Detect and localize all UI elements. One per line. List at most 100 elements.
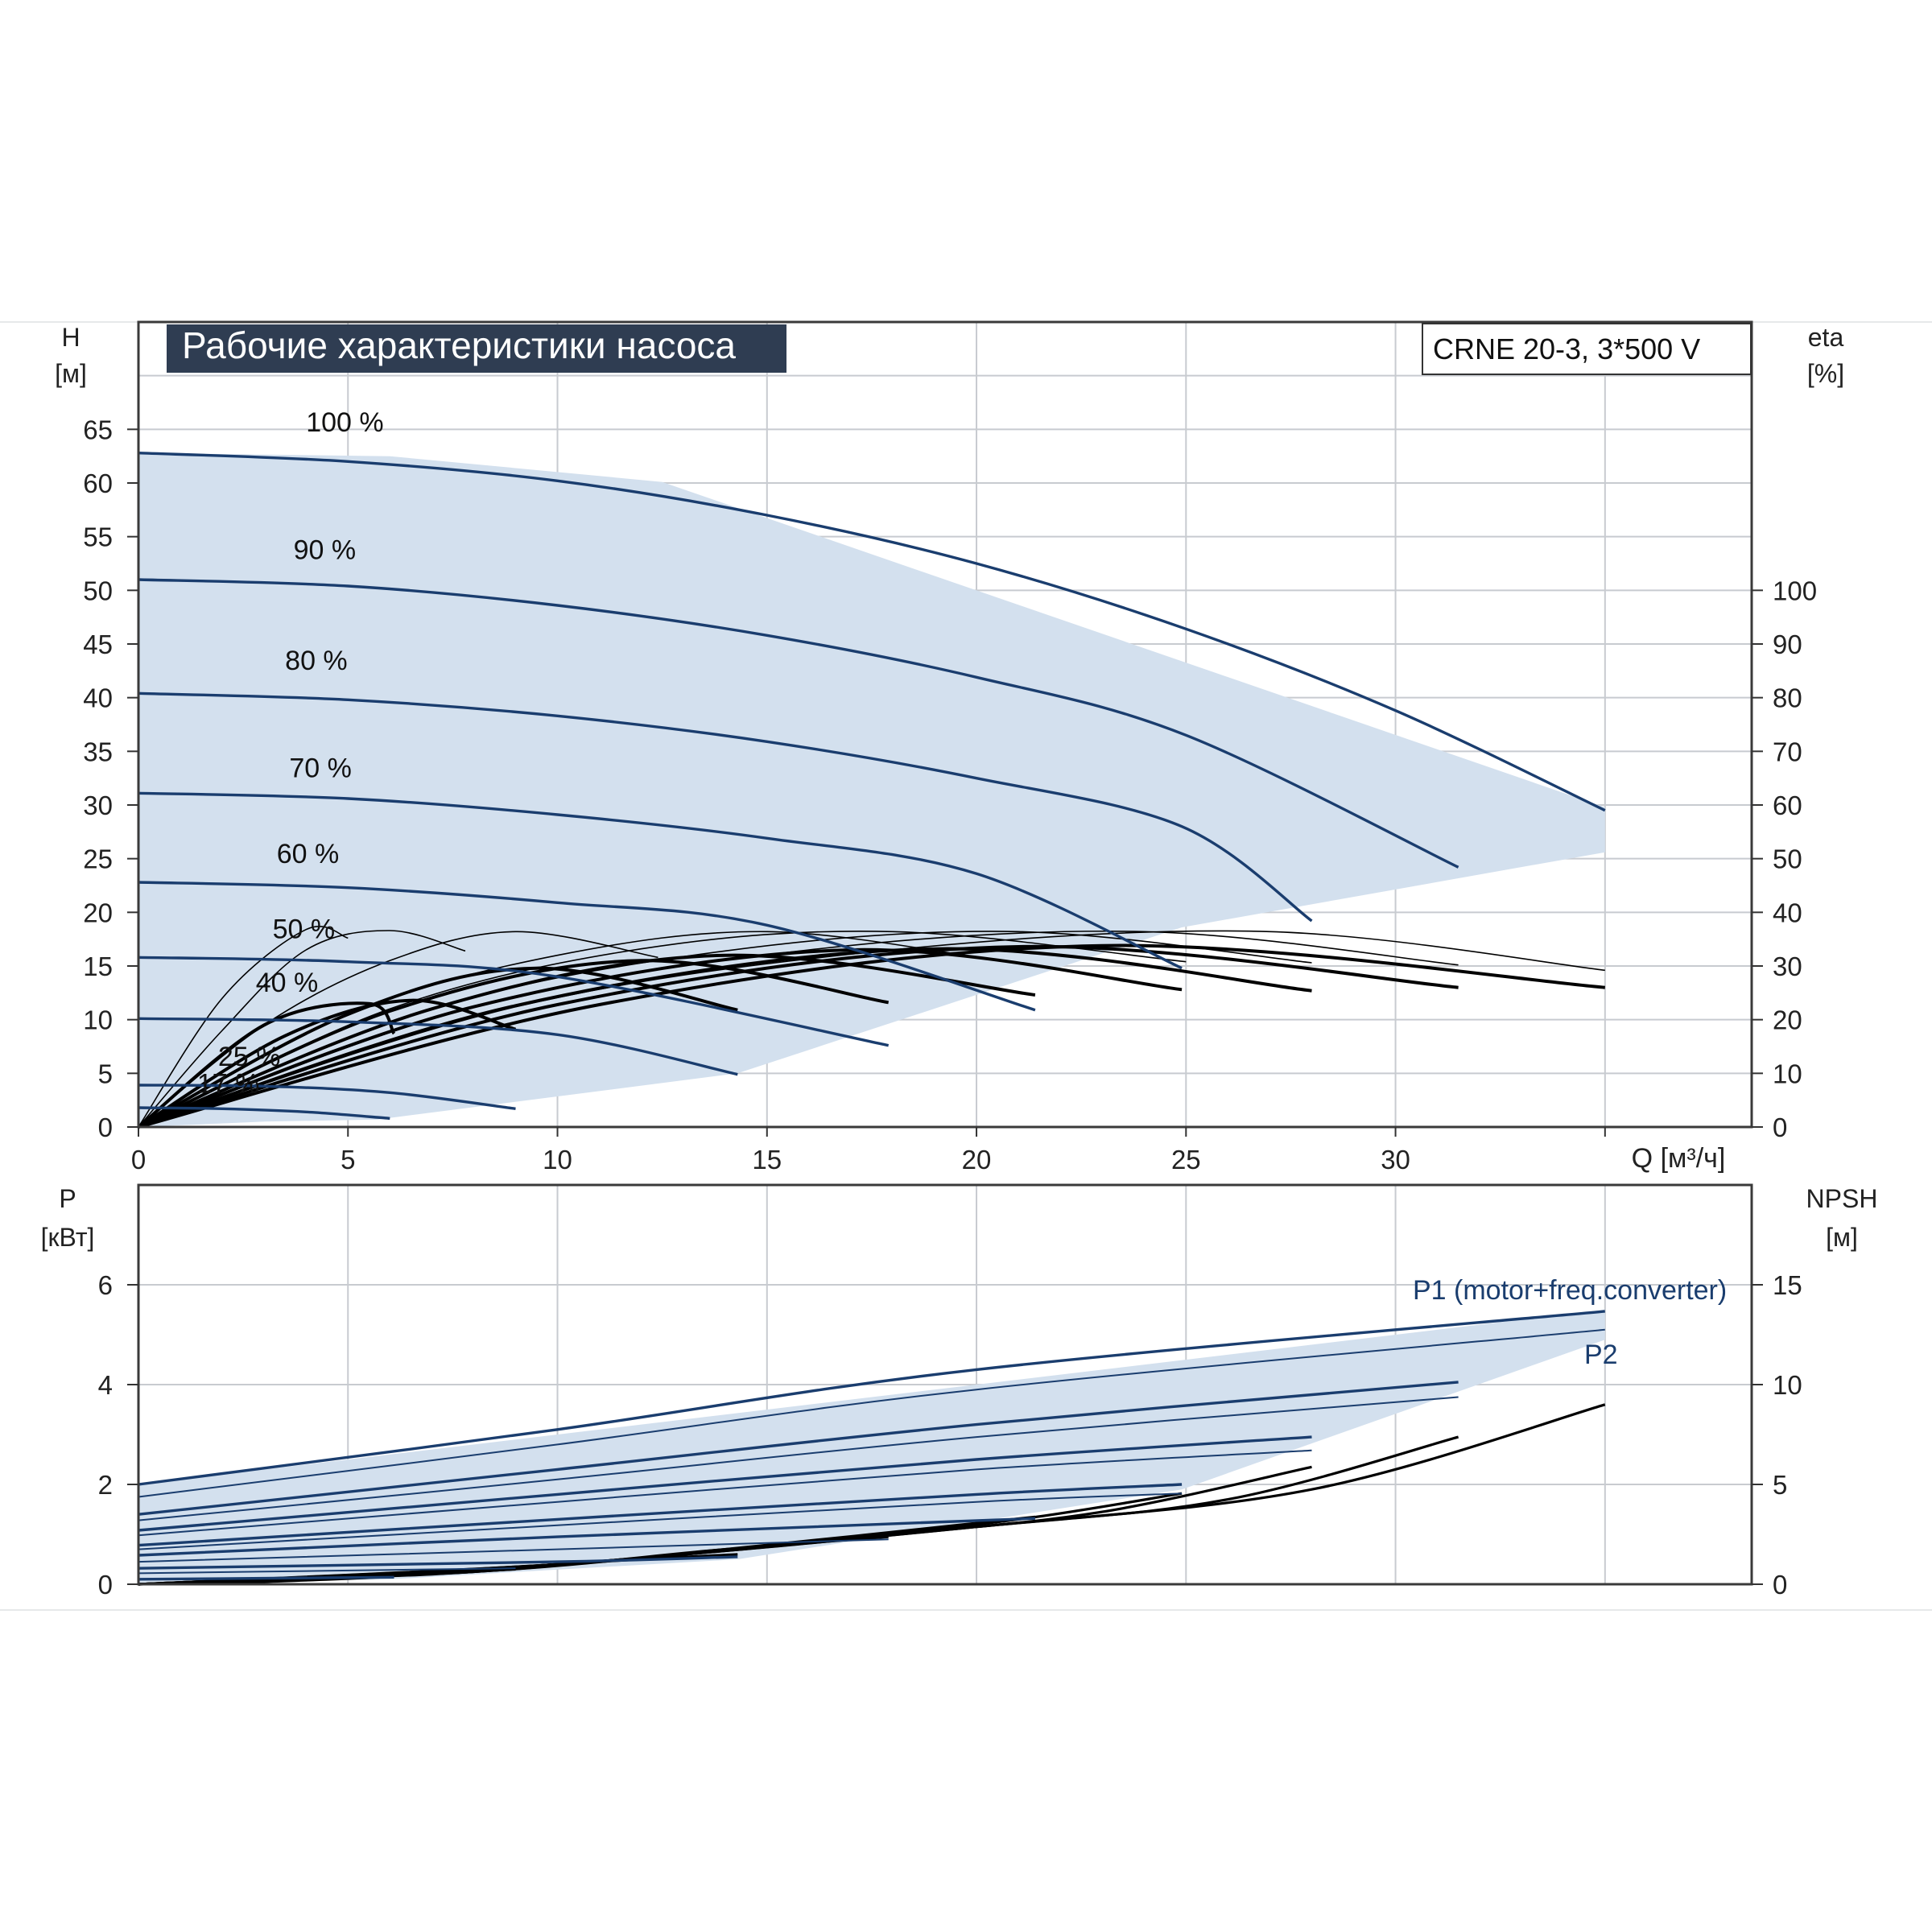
- power-curve: [138, 1381, 1459, 1516]
- y2-tick-label: 50: [1773, 844, 1802, 874]
- y-tick-label: 10: [83, 1005, 113, 1035]
- speed-curve: [138, 1106, 390, 1120]
- speed-curve: [138, 791, 1183, 970]
- power-npsh-chart: 0 2 4 6 0 5 10 15 P [кВт] NPSH [м] P1 (motor+fr…: [41, 1183, 1878, 1600]
- title-box: [167, 324, 786, 373]
- y2-tick-label: 40: [1773, 898, 1802, 927]
- speed-curve: [138, 452, 1606, 812]
- x-tick-label: 15: [752, 1145, 782, 1174]
- speed-curves: 100 % 90 % 80 % 70 % 60 % 50 % 40 % 25 %17 %: [138, 407, 1606, 1120]
- y-tick-label: 40: [83, 683, 113, 713]
- y-tick-label: 15: [83, 952, 113, 981]
- y2-tick-label: 80: [1773, 683, 1802, 713]
- x-axis-label: Q [м³/ч]: [1632, 1143, 1726, 1174]
- power-curve: [138, 1555, 738, 1570]
- speed-curve: [138, 691, 1313, 923]
- efficiency-curve: [138, 947, 1312, 1129]
- efficiency-curve: [138, 943, 1605, 1129]
- y2-tick-label: 20: [1773, 1005, 1802, 1035]
- y-axis-label-symbol: H: [61, 323, 80, 352]
- efficiency-curve: [138, 930, 466, 1128]
- power-curve: [138, 1449, 1312, 1537]
- x-tick-label: 5: [341, 1145, 355, 1174]
- speed-curve-label: 40 %: [256, 968, 319, 998]
- efficiency-curve: [138, 947, 1183, 1129]
- y-axis-label-unit: [м]: [55, 359, 87, 388]
- p-tick-label: 0: [98, 1570, 113, 1600]
- speed-curve: [138, 1084, 516, 1110]
- y2-tick-label: 100: [1773, 576, 1817, 605]
- y2-axis-label-unit: [%]: [1807, 359, 1844, 388]
- power-curve: [138, 1310, 1605, 1486]
- y2-tick-label: 10: [1773, 1059, 1802, 1088]
- npsh-axis-label-symbol: NPSH: [1806, 1184, 1878, 1213]
- speed-curve-label: 25 %: [218, 1042, 281, 1072]
- efficiency-curve: [138, 944, 1459, 1129]
- y2-tick-label: 30: [1773, 952, 1802, 981]
- power-curve: [138, 1328, 1605, 1498]
- power-curve: [138, 1517, 1035, 1557]
- head-range-band: [138, 452, 1605, 1127]
- y-tick-label: 0: [98, 1113, 113, 1142]
- x-tick-label: 10: [543, 1145, 572, 1174]
- top-plot-frame: [137, 320, 1753, 1129]
- npsh-tick-label: 0: [1773, 1570, 1787, 1600]
- chart-title: Рабочие характеристики насоса: [182, 324, 736, 366]
- power-curve: [138, 1538, 889, 1563]
- p-axis-label-unit: [кВт]: [41, 1223, 95, 1252]
- y2-tick-label: 60: [1773, 791, 1802, 820]
- y2-tick-label: 90: [1773, 630, 1802, 659]
- p-tick-label: 2: [98, 1470, 113, 1500]
- npsh-tick-label: 10: [1773, 1370, 1802, 1400]
- power-curve: [138, 1435, 1312, 1532]
- y2-tick-label: 0: [1773, 1113, 1787, 1142]
- y-tick-label: 25: [83, 844, 113, 874]
- power-curve: [138, 1575, 394, 1581]
- efficiency-curves: [137, 926, 1605, 1129]
- speed-curve-label: 17 %: [197, 1068, 260, 1099]
- power-curves: [138, 1310, 1605, 1581]
- speed-curve-label: 70 %: [289, 753, 352, 783]
- x-tick-label: 25: [1171, 1145, 1201, 1174]
- efficiency-curve: [137, 1001, 396, 1129]
- x-tick-label: 0: [131, 1145, 146, 1174]
- y-tick-label: 30: [83, 791, 113, 820]
- x-tick-label: 30: [1381, 1145, 1410, 1174]
- head-efficiency-chart: 100 % 90 % 80 % 70 % 60 % 50 % 40 % 25 %17 % 0 5…: [55, 320, 1844, 1174]
- power-curve: [138, 1483, 1183, 1547]
- y-tick-label: 5: [98, 1059, 113, 1088]
- speed-curve-label: 80 %: [285, 646, 348, 676]
- speed-curve-label: 90 %: [294, 535, 357, 566]
- power-curve: [138, 1492, 1183, 1550]
- speed-curve-label: 60 %: [277, 839, 340, 869]
- speed-curve-label: 50 %: [273, 914, 336, 944]
- speed-curve: [138, 578, 1459, 869]
- y-tick-label: 20: [83, 898, 113, 927]
- p-axis-label-symbol: P: [59, 1184, 76, 1213]
- x-tick-label: 20: [962, 1145, 992, 1174]
- efficiency-curve: [138, 959, 890, 1129]
- bottom-axis-ticks: 0 2 4 6 0 5 10 15: [98, 1270, 1802, 1600]
- npsh-tick-label: 5: [1773, 1470, 1787, 1500]
- y-tick-label: 55: [83, 522, 113, 552]
- y-tick-label: 45: [83, 630, 113, 659]
- npsh-axis-label-unit: [м]: [1826, 1223, 1858, 1252]
- y-tick-label: 65: [83, 415, 113, 444]
- legend-p1: P1 (motor+freq.converter): [1413, 1275, 1727, 1306]
- legend-p2: P2: [1584, 1340, 1618, 1370]
- efficiency-curve: [138, 953, 1036, 1129]
- speed-curve: [138, 956, 890, 1047]
- y2-axis-label-symbol: eta: [1808, 323, 1844, 352]
- top-axis-ticks: 0510152025303540455055606501020304050607…: [83, 415, 1817, 1174]
- npsh-tick-label: 15: [1773, 1270, 1802, 1300]
- y-tick-label: 35: [83, 737, 113, 766]
- p-tick-label: 6: [98, 1270, 113, 1300]
- model-label: CRNE 20-3, 3*500 V: [1433, 332, 1700, 365]
- y-tick-label: 50: [83, 576, 113, 605]
- model-box: [1422, 323, 1752, 375]
- efficiency-curve: [138, 926, 349, 1128]
- p-tick-label: 4: [98, 1370, 113, 1400]
- power-curve: [138, 1396, 1459, 1521]
- speed-curve: [138, 1017, 738, 1076]
